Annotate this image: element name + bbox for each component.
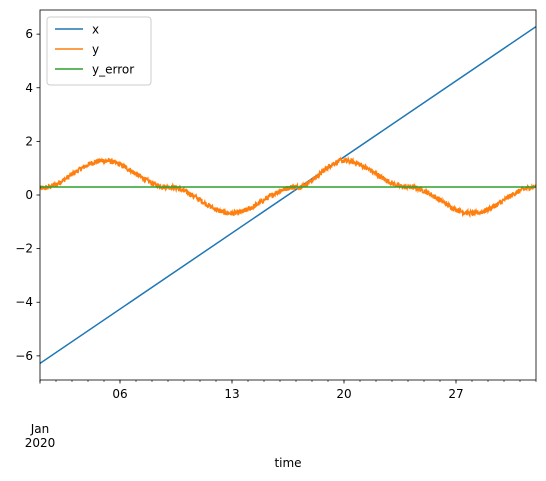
y-tick-label: 2 [25,134,33,148]
legend-label-x: x [92,23,99,37]
x-tick-label: 13 [224,387,239,401]
y-tick-label: 6 [25,27,33,41]
legend-box [46,16,152,86]
series-line-y [40,155,536,219]
x-month-label: Jan [30,422,50,436]
legend-label-y: y [92,43,99,57]
x-year-label: 2020 [25,436,56,450]
legend-label-y-error: y_error [92,63,134,77]
y-tick-label: −6 [15,349,33,363]
series-line-x [40,25,536,365]
x-axis-label: time [274,456,301,470]
y-tick-label: −4 [15,295,33,309]
y-tick-label: 0 [25,188,33,202]
x-tick-label: 27 [448,387,463,401]
x-tick-label: 06 [112,387,127,401]
y-tick-label: −2 [15,242,33,256]
legend: xy y_error [46,16,152,86]
x-tick-label: 20 [336,387,351,401]
y-tick-label: 4 [25,81,33,95]
